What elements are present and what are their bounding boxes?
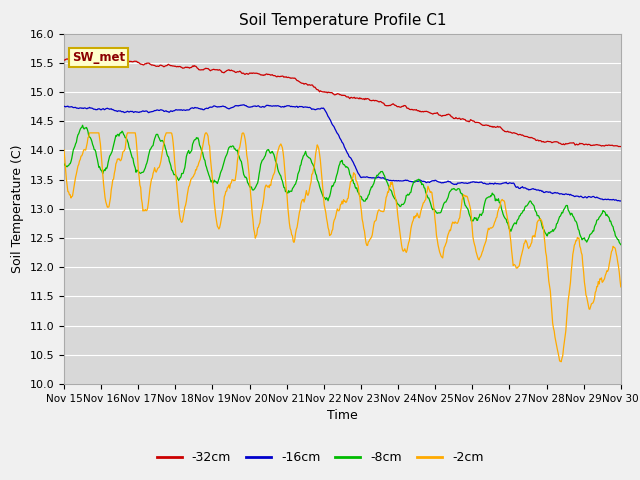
Title: Soil Temperature Profile C1: Soil Temperature Profile C1 (239, 13, 446, 28)
Text: SW_met: SW_met (72, 51, 125, 64)
Legend: -32cm, -16cm, -8cm, -2cm: -32cm, -16cm, -8cm, -2cm (152, 446, 488, 469)
Y-axis label: Soil Temperature (C): Soil Temperature (C) (11, 144, 24, 273)
X-axis label: Time: Time (327, 409, 358, 422)
